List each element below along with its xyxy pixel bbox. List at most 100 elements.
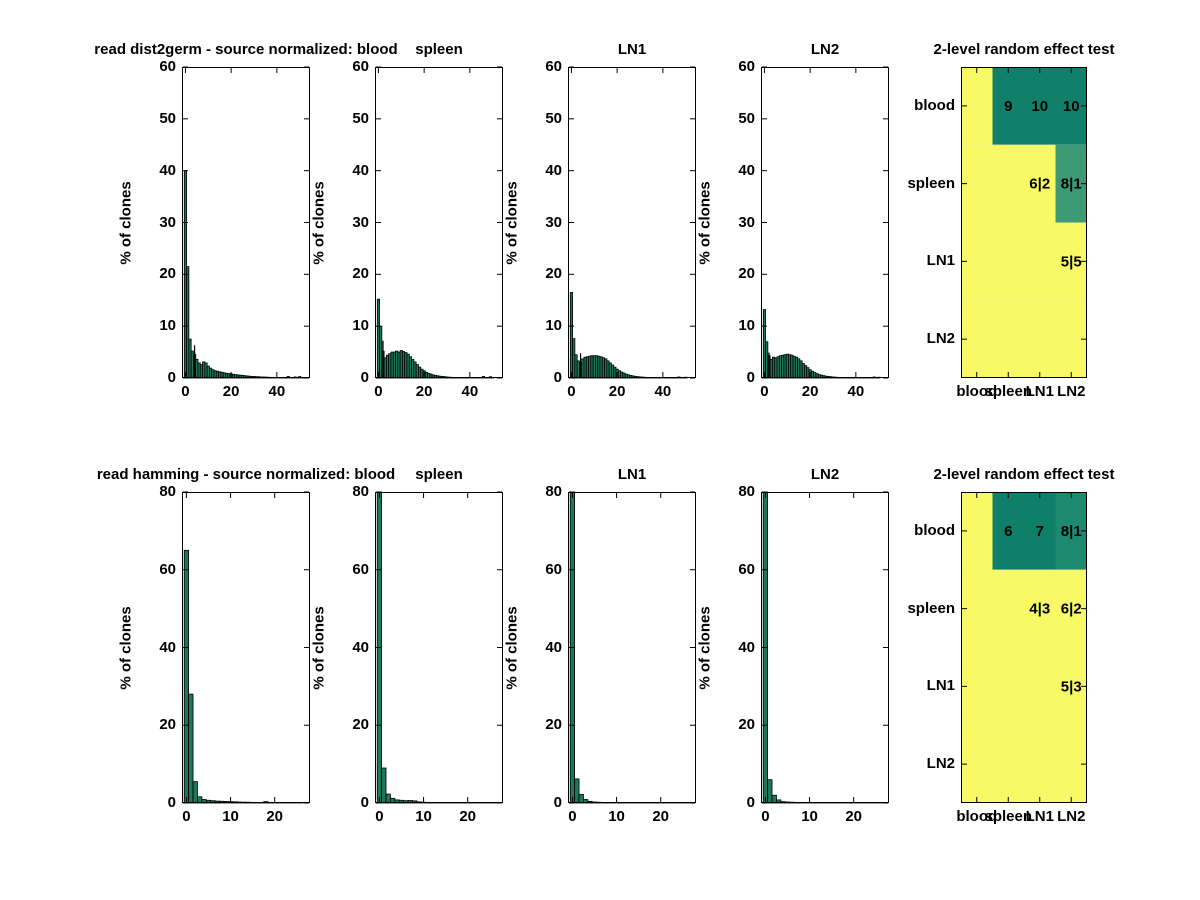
- x-tick-label: 0: [761, 808, 770, 825]
- panel-title: read hamming - source normalized: blood: [96, 466, 396, 483]
- y-tick-label: 20: [159, 716, 176, 734]
- histogram-plot: [375, 491, 503, 804]
- svg-text:9: 9: [1004, 98, 1012, 115]
- histogram-plot: [761, 66, 889, 379]
- y-tick-label: 50: [545, 109, 562, 127]
- hist-hamming-spleen: spleen % of clones 0 20 40 60 80 0 10 20: [305, 466, 513, 829]
- y-tick-label: 60: [738, 58, 755, 75]
- y-tick-label: 20: [352, 716, 369, 734]
- y-tick-label: 20: [545, 716, 562, 734]
- y-tick-label: 40: [352, 638, 369, 656]
- heatmap-row-label: spleen: [907, 599, 955, 617]
- svg-text:4|3: 4|3: [1029, 601, 1050, 618]
- panel-title: read dist2germ - source normalized: bloo…: [94, 41, 398, 58]
- y-tick-label: 60: [545, 58, 562, 75]
- x-tick-label: 20: [801, 383, 819, 400]
- x-tick-label: 40: [654, 383, 672, 400]
- y-tick-label: 80: [159, 483, 176, 500]
- y-tick-label: 60: [159, 560, 176, 578]
- y-tick-label: 40: [545, 638, 562, 656]
- histogram-plot: [761, 491, 889, 804]
- heatmap-col-label: spleen: [984, 808, 1033, 825]
- hist-dist2germ-ln2: LN2 % of clones 0 10 20 30 40 50 60 0 20 40: [691, 41, 899, 404]
- y-tick-label: 30: [352, 213, 369, 231]
- panel-title: LN1: [617, 41, 647, 58]
- x-tick-label: 40: [461, 383, 479, 400]
- x-tick-label: 0: [182, 808, 191, 825]
- y-tick-label: 50: [352, 109, 369, 127]
- x-tick-label: 0: [181, 383, 190, 400]
- y-tick-label: 0: [167, 369, 176, 386]
- heatmap-hamming-test: 2-level random effect test 6 7 8|1 4|3 6|2 5|…: [891, 466, 1114, 829]
- y-tick-label: 60: [352, 560, 369, 578]
- svg-text:6: 6: [1004, 523, 1012, 540]
- y-tick-label: 40: [159, 638, 176, 656]
- heatmap-row-label: blood: [914, 96, 955, 114]
- hist-hamming-blood: read hamming - source normalized: blood …: [97, 466, 395, 829]
- y-tick-label: 0: [553, 369, 562, 386]
- heatmap-row-label: LN2: [926, 755, 955, 773]
- y-tick-label: 20: [738, 716, 755, 734]
- y-tick-label: 40: [738, 161, 755, 179]
- x-tick-label: 20: [652, 808, 670, 825]
- x-tick-label: 40: [268, 383, 286, 400]
- histogram-plot: [568, 66, 696, 379]
- heatmap-col-label: LN2: [1057, 383, 1086, 400]
- heatmap-col-label: blood: [956, 808, 998, 825]
- y-tick-label: 20: [738, 265, 755, 283]
- y-tick-label: 50: [738, 109, 755, 127]
- y-tick-label: 10: [738, 317, 755, 335]
- histogram-plot: [568, 491, 696, 804]
- svg-text:10: 10: [1063, 98, 1080, 115]
- y-tick-label: 0: [746, 794, 755, 811]
- y-tick-label: 10: [545, 317, 562, 335]
- heatmap-plot: 9 10 10 6|2 8|1 5|5: [961, 67, 1087, 378]
- heatmap-col-label: blood: [956, 383, 998, 400]
- y-tick-label: 60: [159, 58, 176, 75]
- y-tick-label: 60: [352, 58, 369, 75]
- x-tick-label: 20: [415, 383, 433, 400]
- y-tick-label: 30: [545, 213, 562, 231]
- histogram-plot: [375, 66, 503, 379]
- y-tick-label: 0: [553, 794, 562, 811]
- y-tick-label: 0: [167, 794, 176, 811]
- histogram-plot: [182, 66, 310, 379]
- heatmap-col-label: LN2: [1057, 808, 1086, 825]
- y-tick-label: 10: [352, 317, 369, 335]
- panel-title: spleen: [415, 41, 463, 58]
- y-tick-label: 40: [352, 161, 369, 179]
- svg-text:6|2: 6|2: [1061, 601, 1082, 618]
- y-tick-label: 60: [738, 560, 755, 578]
- y-tick-label: 20: [545, 265, 562, 283]
- y-tick-label: 0: [360, 369, 369, 386]
- hist-dist2germ-ln1: LN1 % of clones 0 10 20 30 40 50 60 0 20 40: [498, 41, 706, 404]
- y-tick-label: 40: [159, 161, 176, 179]
- y-tick-label: 20: [352, 265, 369, 283]
- svg-text:8|1: 8|1: [1061, 176, 1082, 193]
- x-tick-label: 10: [222, 808, 239, 825]
- x-tick-label: 20: [459, 808, 477, 825]
- y-tick-label: 40: [738, 638, 755, 656]
- svg-text:5|5: 5|5: [1061, 253, 1082, 270]
- y-tick-label: 0: [746, 369, 755, 386]
- heatmap-col-label: spleen: [984, 383, 1033, 400]
- hist-hamming-ln2: LN2 % of clones 0 20 40 60 80 0 10 20: [691, 466, 899, 829]
- heatmap-row-label: blood: [914, 521, 955, 539]
- histogram-plot: [182, 491, 310, 804]
- svg-text:7: 7: [1036, 523, 1044, 540]
- panel-title: 2-level random effect test: [933, 41, 1115, 58]
- y-tick-label: 50: [159, 109, 176, 127]
- x-tick-label: 0: [567, 383, 576, 400]
- svg-text:10: 10: [1031, 98, 1048, 115]
- x-tick-label: 20: [222, 383, 240, 400]
- heatmap-row-label: spleen: [907, 174, 955, 192]
- y-tick-label: 10: [159, 317, 176, 335]
- svg-text:6|2: 6|2: [1029, 176, 1050, 193]
- y-tick-label: 80: [352, 483, 369, 500]
- panel-title: 2-level random effect test: [933, 466, 1115, 483]
- y-tick-label: 40: [545, 161, 562, 179]
- y-tick-label: 60: [545, 560, 562, 578]
- y-tick-label: 20: [159, 265, 176, 283]
- y-tick-label: 30: [738, 213, 755, 231]
